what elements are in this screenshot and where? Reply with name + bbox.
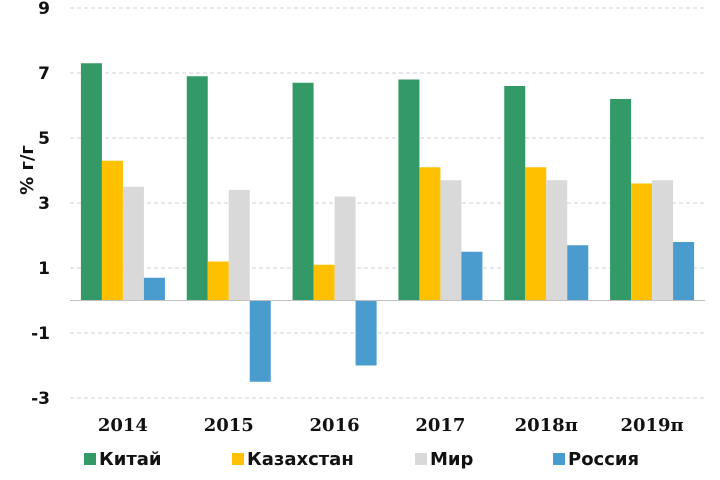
bar-4-1 [143, 277, 165, 301]
y-tick-label: -3 [31, 389, 50, 409]
bar-3-4 [440, 180, 462, 301]
legend-label: Мир [430, 449, 474, 470]
bar-1-3 [292, 82, 314, 301]
x-category-label: 2018п [515, 415, 578, 436]
x-category-label: 2015 [204, 415, 254, 436]
bar-2-4 [419, 167, 441, 301]
bar-4-3 [355, 300, 377, 366]
y-tick-label: 1 [38, 259, 50, 279]
bars [80, 63, 695, 382]
bar-4-5 [567, 245, 589, 301]
x-category-label: 2019п [620, 415, 683, 436]
bar-4-4 [461, 251, 483, 301]
legend-item-2: Казахстан [232, 449, 354, 470]
bar-4-6 [673, 242, 695, 301]
bar-1-4 [398, 79, 420, 301]
legend-item-1: Китай [84, 449, 162, 470]
y-tick-label: -1 [31, 324, 50, 344]
bar-2-6 [631, 183, 653, 301]
y-tick-label: 3 [38, 194, 50, 214]
legend-label: Китай [99, 449, 162, 470]
y-tick-label: 7 [38, 64, 50, 84]
y-tick-label: 9 [38, 0, 50, 19]
bar-3-5 [546, 180, 568, 301]
gridlines [70, 7, 705, 399]
x-category-label: 2017 [415, 415, 465, 436]
x-axis-categories: 2014 2015 2016 2017 2018п 2019п [98, 415, 684, 436]
bar-2-5 [525, 167, 547, 301]
y-axis-ticks: 9 7 5 3 1 -1 -3 [31, 0, 50, 409]
bar-1-1 [80, 63, 102, 301]
legend-swatch [553, 453, 565, 465]
bar-4-2 [249, 300, 271, 382]
bar-1-5 [504, 86, 526, 301]
legend-swatch [84, 453, 96, 465]
bar-1-2 [186, 76, 208, 301]
bar-2-1 [101, 160, 123, 301]
bar-2-2 [207, 261, 229, 301]
legend-item-4: Россия [553, 449, 639, 470]
x-category-label: 2014 [98, 415, 148, 436]
legend-swatch [415, 453, 427, 465]
legend: Китай Казахстан Мир Россия [84, 449, 639, 470]
x-category-label: 2016 [310, 415, 360, 436]
bar-1-6 [610, 99, 632, 301]
legend-swatch [232, 453, 244, 465]
y-axis-title: % г/г [17, 145, 38, 195]
legend-label: Казахстан [247, 449, 354, 470]
bar-2-3 [313, 264, 335, 301]
y-tick-label: 5 [38, 129, 50, 149]
legend-item-3: Мир [415, 449, 474, 470]
bar-3-3 [334, 196, 356, 301]
bar-3-6 [652, 180, 674, 301]
bar-3-2 [228, 190, 250, 301]
legend-label: Россия [568, 449, 639, 470]
bar-3-1 [122, 186, 144, 301]
